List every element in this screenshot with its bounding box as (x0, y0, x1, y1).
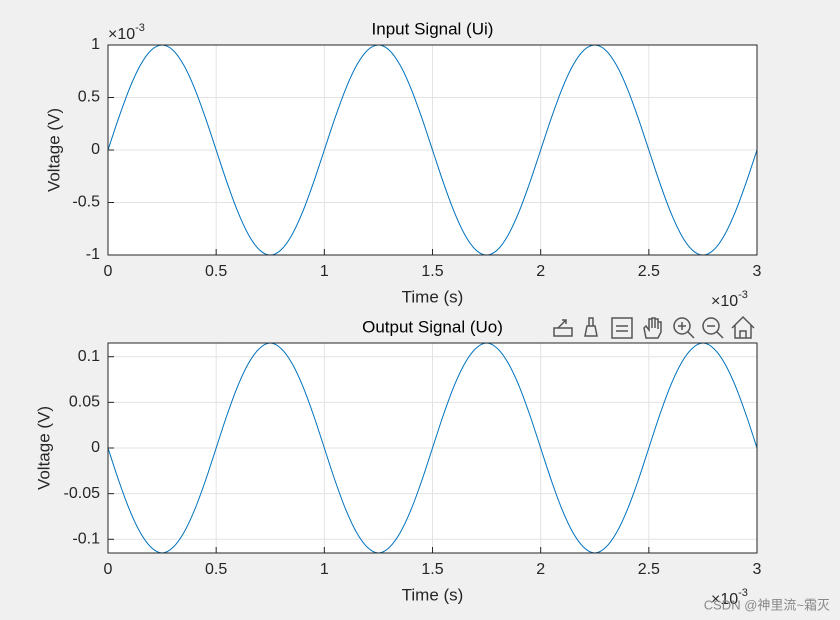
x-tick-label: 1 (320, 263, 329, 280)
watermark: CSDN @神里流~霜灭 (704, 597, 830, 612)
x-axis-label: Time (s) (402, 585, 464, 604)
x-tick-label: 0.5 (205, 263, 227, 280)
y-axis-label: Voltage (V) (44, 108, 63, 192)
y-tick-label: -1 (86, 246, 100, 263)
y-tick-label: 0.5 (78, 89, 100, 106)
y-tick-label: 0 (91, 439, 100, 456)
y-tick-label: -0.05 (64, 485, 101, 502)
x-axis-label: Time (s) (402, 287, 464, 306)
scale-label: ×10-3 (711, 587, 748, 608)
x-tick-label: 3 (753, 561, 762, 578)
x-tick-label: 0.5 (205, 561, 227, 578)
y-tick-label: 1 (91, 36, 100, 53)
axes-toolbar (553, 315, 755, 339)
axes-box (107, 44, 758, 256)
x-tick-label: 0 (104, 561, 113, 578)
brush-button[interactable] (584, 317, 598, 337)
y-tick-label: -0.1 (72, 531, 100, 548)
signal-line (107, 44, 758, 256)
home-button[interactable] (731, 315, 755, 339)
pan-button[interactable] (643, 317, 662, 339)
x-tick-label: 2.5 (638, 263, 660, 280)
x-tick-label: 2 (536, 263, 545, 280)
y-tick-label: 0.1 (78, 348, 100, 365)
scale-power: -3 (135, 22, 145, 34)
scale-power: -3 (738, 587, 748, 599)
y-tick-label: 0 (91, 141, 100, 158)
x-tick-label: 1.5 (421, 263, 443, 280)
datatip-button[interactable] (611, 317, 633, 339)
x-tick-label: 2 (536, 561, 545, 578)
axes-title: Input Signal (Ui) (372, 19, 494, 38)
x-tick-label: 2.5 (638, 561, 660, 578)
axes-box (107, 342, 758, 554)
x-tick-label: 0 (104, 263, 113, 280)
scale-power: -3 (738, 289, 748, 301)
y-tick-label: 0.05 (69, 394, 100, 411)
scale-base: ×10 (711, 293, 738, 310)
y-tick-label: -0.5 (72, 194, 100, 211)
scale-base: ×10 (108, 26, 135, 43)
x-tick-label: 3 (753, 263, 762, 280)
scale-base: ×10 (711, 591, 738, 608)
signal-line (107, 342, 758, 554)
zoom-out-button[interactable] (702, 317, 724, 339)
axes-title: Output Signal (Uo) (362, 317, 503, 336)
scale-label: ×10-3 (108, 22, 145, 43)
y-axis-label: Voltage (V) (34, 406, 53, 490)
x-tick-label: 1 (320, 561, 329, 578)
x-tick-label: 1.5 (421, 561, 443, 578)
export-button[interactable] (553, 319, 573, 337)
scale-label: ×10-3 (711, 289, 748, 310)
zoom-in-button[interactable] (673, 317, 695, 339)
